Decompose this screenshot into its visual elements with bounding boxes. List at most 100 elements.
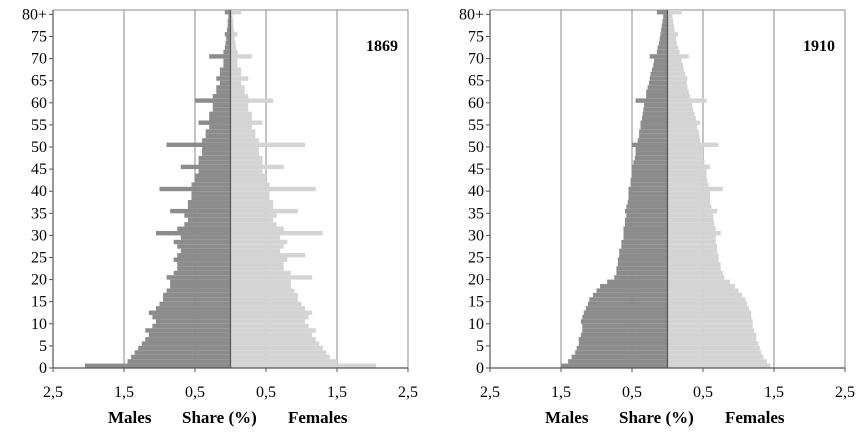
bar-male-age-30 — [155, 230, 231, 236]
bar-male-age-12 — [148, 310, 231, 315]
bar-female-age-14 — [667, 301, 748, 307]
bar-male-age-78 — [227, 18, 231, 24]
bar-female-age-44 — [667, 169, 707, 174]
bar-female-age-48 — [230, 151, 259, 156]
bar-male-age-6 — [145, 337, 231, 342]
bar-male-age-13 — [155, 306, 231, 311]
bar-female-age-67 — [230, 67, 242, 72]
bar-male-age-61 — [212, 93, 231, 99]
bar-male-age-77 — [661, 23, 668, 28]
bar-male-age-66 — [219, 71, 231, 77]
bar-female-age-55 — [667, 120, 701, 125]
bar-male-age-31 — [623, 226, 668, 231]
bar-male-age-29 — [180, 235, 231, 240]
bar-male-age-59 — [212, 102, 231, 108]
bar-male-age-10 — [155, 319, 231, 324]
y-tick-label-10: 10 — [468, 316, 484, 333]
x-tick-label-1: 1,5 — [551, 384, 571, 401]
bar-female-age-25 — [230, 253, 306, 258]
bar-female-age-58 — [667, 107, 694, 112]
bar-female-age-0 — [667, 363, 771, 368]
bar-female-age-15 — [230, 297, 298, 302]
bar-female-age-74 — [230, 36, 235, 41]
bar-female-age-52 — [230, 133, 256, 139]
bar-male-age-17 — [166, 288, 231, 293]
bar-female-age-56 — [230, 116, 252, 121]
bar-female-age-49 — [230, 147, 259, 152]
bar-male-age-41 — [630, 182, 668, 187]
x-tick-label-3: 0,5 — [256, 384, 276, 401]
bar-female-age-78 — [667, 18, 674, 24]
y-tick-label-0: 0 — [476, 360, 484, 377]
bar-female-age-31 — [667, 226, 716, 231]
bar-male-age-32 — [624, 222, 668, 227]
pyramid-panel-1910: 0 5 10 15 20 25 30 35 40 45 50 55 60 65 70 75 80+ 2,5 1,5 0… — [459, 6, 855, 401]
bar-male-age-5 — [141, 341, 231, 346]
share-label-1869: Share (%) — [182, 408, 257, 427]
bar-male-age-4 — [576, 345, 668, 351]
bar-male-age-75 — [224, 32, 231, 37]
bar-female-age-8 — [667, 328, 755, 333]
bar-female-age-75 — [667, 32, 679, 37]
bar-female-age-16 — [667, 292, 743, 298]
x-tick-label-1: 1,5 — [114, 384, 134, 401]
bar-female-age-41 — [667, 182, 709, 187]
bar-male-age-49 — [635, 147, 668, 152]
y-tick-label-55: 55 — [31, 117, 47, 134]
bar-female-age-62 — [230, 89, 245, 94]
bar-female-age-6 — [230, 337, 316, 342]
bar-male-age-35 — [170, 208, 231, 214]
bar-female-age-9 — [230, 323, 309, 329]
bar-female-age-5 — [230, 341, 320, 346]
bar-female-age-16 — [230, 292, 298, 298]
pyramid-panel-1869: 0 5 10 15 20 25 30 35 40 45 50 55 60 65 70 75 80+ 2,5 1,5 0… — [22, 6, 418, 401]
bar-male-age-62 — [216, 89, 231, 94]
bar-male-age-10 — [580, 319, 668, 324]
bar-female-age-63 — [230, 85, 245, 90]
y-tick-label-25: 25 — [468, 250, 484, 267]
bar-female-age-47 — [230, 155, 263, 161]
bar-male-age-6 — [578, 337, 668, 342]
y-tick-label-25: 25 — [31, 250, 47, 267]
bar-female-age-55 — [230, 120, 263, 125]
bar-female-age-22 — [667, 266, 721, 271]
y-tick-label-0: 0 — [39, 360, 47, 377]
bar-female-age-12 — [230, 310, 313, 315]
bar-female-age-80 — [230, 10, 242, 15]
bar-male-age-39 — [191, 191, 231, 196]
bar-female-age-35 — [667, 208, 718, 214]
bar-female-age-27 — [667, 244, 718, 249]
y-tick-label-35: 35 — [31, 205, 47, 222]
bar-male-age-31 — [177, 226, 231, 231]
bar-female-age-54 — [667, 124, 698, 130]
y-tick-label-65: 65 — [31, 73, 47, 90]
y-tick-label-65: 65 — [468, 73, 484, 90]
bar-male-age-67 — [219, 67, 231, 72]
bar-female-age-60 — [667, 98, 707, 103]
bar-female-age-39 — [230, 191, 270, 196]
bar-female-age-29 — [667, 235, 716, 240]
bar-male-age-3 — [575, 350, 668, 355]
bar-female-age-42 — [667, 177, 708, 183]
bar-male-age-23 — [177, 261, 231, 267]
bar-male-age-48 — [635, 151, 668, 156]
bar-male-age-2 — [131, 354, 231, 360]
bar-female-age-20 — [667, 275, 725, 280]
bar-female-age-5 — [667, 341, 759, 346]
x-tick-label-2: 0,5 — [622, 384, 642, 401]
bar-female-age-23 — [667, 261, 721, 267]
bar-male-age-28 — [173, 239, 231, 245]
bar-female-age-3 — [230, 350, 327, 355]
x-tick-label-0: 2,5 — [480, 384, 500, 401]
bar-female-age-45 — [230, 164, 284, 170]
bar-male-age-19 — [170, 279, 231, 285]
y-tick-label-45: 45 — [31, 161, 47, 178]
bar-female-age-64 — [230, 80, 242, 86]
bar-female-age-10 — [230, 319, 306, 324]
bar-female-age-51 — [230, 138, 259, 143]
bar-female-age-69 — [667, 58, 682, 64]
bar-female-age-76 — [230, 27, 235, 33]
bar-male-age-11 — [152, 314, 231, 320]
bar-female-age-4 — [230, 345, 323, 351]
